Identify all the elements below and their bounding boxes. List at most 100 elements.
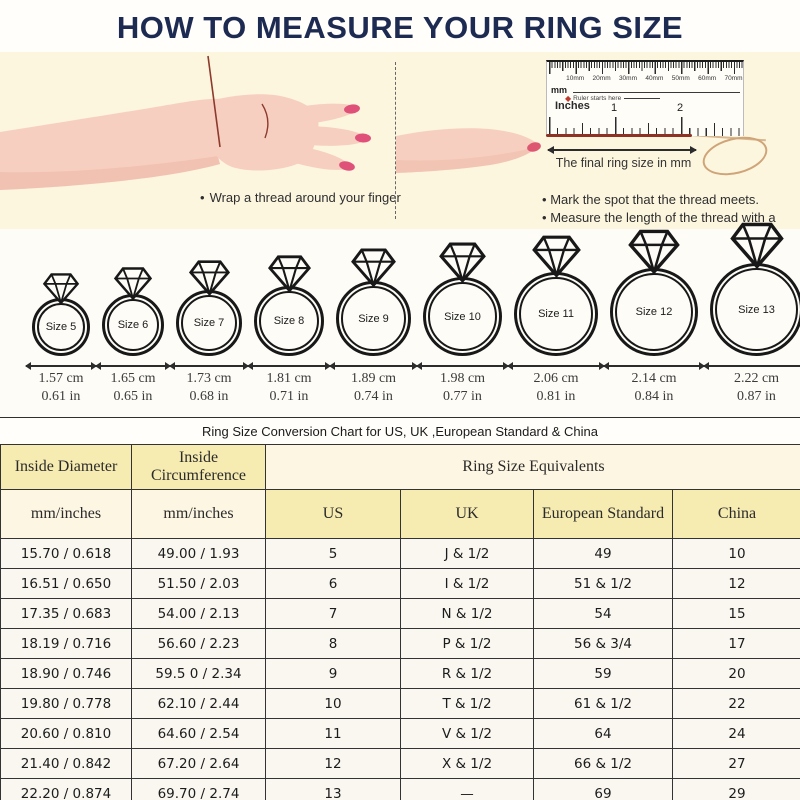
cell-china: 27: [671, 748, 800, 779]
thread-line: [546, 134, 692, 137]
cell-china: 20: [671, 658, 800, 689]
cell-european: 64: [533, 718, 673, 749]
cell-diameter: 21.40 / 0.842: [0, 748, 132, 779]
diameter-arrow: [95, 362, 171, 370]
table-row: 22.20 / 0.874 69.70 / 2.74 13—69 29: [0, 778, 800, 800]
cell-circumference: 67.20 / 2.64: [131, 748, 266, 779]
cell-uk: I & 1/2: [400, 568, 534, 599]
cell-china: 12: [671, 568, 800, 599]
instruction-panels: • Wrap a thread around your finger 10mm 2…: [0, 52, 800, 243]
cell-us: 6: [265, 568, 401, 599]
cell-us: 9: [265, 658, 401, 689]
header-european-standard: European Standard: [533, 489, 673, 539]
cell-circumference: 62.10 / 2.44: [131, 688, 266, 719]
cell-circumference: 69.70 / 2.74: [131, 778, 266, 800]
ring-diameter-cm: 1.73 cm: [186, 371, 232, 386]
ring-item: Size 9 1.89 cm 0.74 in: [329, 247, 418, 405]
diameter-arrow: [247, 362, 331, 370]
cell-uk: V & 1/2: [400, 718, 534, 749]
cell-us: 7: [265, 598, 401, 629]
inch-number-2: 2: [677, 102, 684, 114]
cell-china: 22: [671, 688, 800, 719]
ring-circle: Size 9: [336, 281, 411, 356]
bullet-dot: •: [200, 190, 205, 205]
ring-diameter-in: 0.71 in: [269, 389, 309, 404]
panel-measure-ruler: 10mm 20mm 30mm 40mm 50mm 60mm 70mm mm ◆ …: [396, 52, 800, 243]
ring-circle: Size 6: [102, 294, 164, 356]
ring-item: Size 12 2.14 cm 0.84 in: [603, 228, 705, 405]
cell-us: 12: [265, 748, 401, 779]
cell-circumference: 56.60 / 2.23: [131, 628, 266, 659]
cell-uk: —: [400, 778, 534, 800]
ring-diameter-in: 0.61 in: [41, 389, 81, 404]
diamond-icon: [532, 235, 580, 278]
ring-item: Size 8 1.81 cm 0.71 in: [247, 254, 331, 405]
instruction-wrap-thread: • Wrap a thread around your finger: [200, 190, 401, 205]
cell-china: 15: [671, 598, 800, 629]
cell-circumference: 64.60 / 2.54: [131, 718, 266, 749]
conversion-table: Inside Diameter Inside Circumference Rin…: [0, 444, 800, 800]
ring-circle: Size 12: [610, 268, 698, 356]
cell-european: 51 & 1/2: [533, 568, 673, 599]
table-row: 20.60 / 0.810 64.60 / 2.54 11 V & 1/2 64 24: [0, 718, 800, 749]
section-divider: [0, 417, 800, 418]
ring-diameter-in: 0.77 in: [443, 389, 482, 404]
cell-uk: T & 1/2: [400, 688, 534, 719]
diamond-icon: [439, 242, 486, 283]
ring-diameter-cm: 1.89 cm: [350, 371, 397, 386]
diameter-arrow: [25, 362, 97, 370]
diamond-icon: [114, 267, 152, 300]
cell-diameter: 18.19 / 0.716: [0, 628, 132, 659]
instruction-mark-spot: • Mark the spot that the thread meets.: [542, 192, 760, 207]
table-row: 17.35 / 0.683 54.00 / 2.13 7 N & 1/2 54 15: [0, 598, 800, 629]
ring-diameter-cm: 2.22 cm: [733, 371, 780, 386]
ring-diameter-cm: 1.98 cm: [439, 371, 486, 386]
diamond-icon: [351, 248, 396, 287]
cell-circumference: 59.5 0 / 2.34: [131, 658, 266, 689]
table-header-row-1: Inside Diameter Inside Circumference Rin…: [0, 444, 800, 490]
diameter-arrow: [169, 362, 249, 370]
table-row: 15.70 / 0.618 49.00 / 1.93 5 J & 1/2 49 10: [0, 538, 800, 569]
cell-diameter: 16.51 / 0.650: [0, 568, 132, 599]
ring-circle: Size 5: [32, 298, 90, 356]
cell-diameter: 15.70 / 0.618: [0, 538, 132, 569]
cell-us: 10: [265, 688, 401, 719]
cell-uk: X & 1/2: [400, 748, 534, 779]
cell-us: 13: [265, 778, 401, 800]
table-row: 18.90 / 0.746 59.5 0 / 2.34 9 R & 1/2 59 20: [0, 658, 800, 689]
ring-size-label: Size 8: [273, 315, 305, 327]
cell-china: 24: [671, 718, 800, 749]
ring-diameter-cm: 1.81 cm: [266, 371, 312, 386]
ruler-illustration: 10mm 20mm 30mm 40mm 50mm 60mm 70mm mm ◆ …: [546, 60, 744, 136]
cell-european: 61 & 1/2: [533, 688, 673, 719]
cell-diameter: 19.80 / 0.778: [0, 688, 132, 719]
ring-circle: Size 11: [514, 272, 598, 356]
ring-size-chart: Size 5 1.57 cm 0.61 in Size 6 1.65 cm 0.…: [0, 222, 800, 417]
ring-item: Size 5 1.57 cm 0.61 in: [25, 272, 97, 405]
diameter-arrow: [507, 362, 605, 370]
cell-circumference: 49.00 / 1.93: [131, 538, 266, 569]
cell-us: 8: [265, 628, 401, 659]
ring-size-label: Size 11: [538, 308, 574, 320]
ruler-mm-labels: 10mm 20mm 30mm 40mm 50mm 60mm 70mm: [566, 75, 743, 82]
final-size-label: The final ring size in mm: [555, 156, 692, 170]
diameter-arrow: [329, 362, 418, 370]
cell-us: 5: [265, 538, 401, 569]
cell-diameter: 22.20 / 0.874: [0, 778, 132, 800]
diamond-icon: [730, 222, 783, 269]
inch-number-1: 1: [611, 102, 618, 114]
table-row: 21.40 / 0.842 67.20 / 2.64 12 X & 1/2 66 & 1…: [0, 748, 800, 779]
cell-circumference: 54.00 / 2.13: [131, 598, 266, 629]
ring-size-label: Size 10: [444, 310, 481, 323]
cell-us: 11: [265, 718, 401, 749]
cell-diameter: 20.60 / 0.810: [0, 718, 132, 749]
diameter-arrow: [416, 362, 509, 370]
table-row: 16.51 / 0.650 51.50 / 2.03 6 I & 1/2 51 & 1/…: [0, 568, 800, 599]
ruler-marker-icon: ◆: [565, 94, 572, 103]
ring-diameter-in: 0.65 in: [113, 389, 153, 404]
cell-diameter: 18.90 / 0.746: [0, 658, 132, 689]
ruler-mm-unit: mm: [551, 85, 568, 95]
ring-diameter-cm: 2.14 cm: [631, 371, 677, 386]
header-uk: UK: [400, 489, 534, 539]
ring-item: Size 13 2.22 cm 0.87 in: [703, 221, 800, 405]
